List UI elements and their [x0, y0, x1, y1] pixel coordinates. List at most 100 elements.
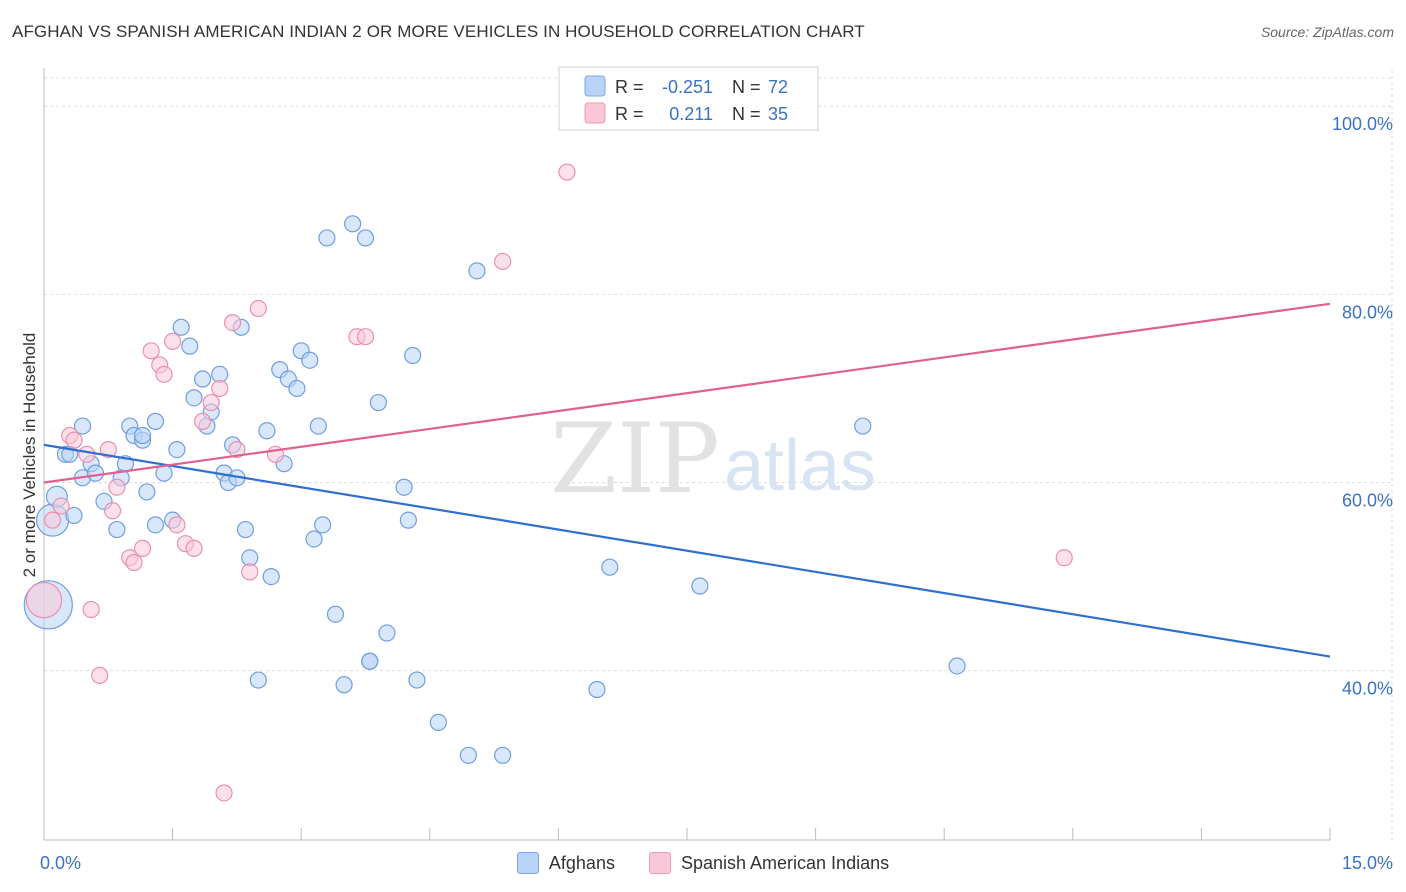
- legend-item-spanish-american-indians[interactable]: Spanish American Indians: [648, 852, 890, 874]
- afghans-point: [185, 389, 203, 407]
- legend-n-value-1: 72: [768, 77, 788, 97]
- spanish-american-indians-point: [494, 252, 512, 271]
- correlation-legend: R = -0.251 N = 72 R = 0.211 N = 35: [558, 66, 819, 131]
- chart-title: AFGHAN VS SPANISH AMERICAN INDIAN 2 OR M…: [12, 22, 865, 41]
- afghans-point: [459, 746, 477, 764]
- watermark: ZIP atlas: [550, 403, 876, 515]
- y-tick-label: 60.0%: [1342, 491, 1393, 511]
- spanish-american-indians-point: [82, 600, 100, 619]
- trend-lines: [43, 302, 1331, 658]
- afghans-point: [249, 671, 267, 689]
- afghans-point: [314, 516, 332, 534]
- afghans-point: [73, 417, 92, 435]
- spanish-american-indians-point: [215, 784, 233, 802]
- afghans-point: [86, 464, 105, 482]
- afghans-point: [378, 624, 396, 642]
- tick-labels: 40.0% 60.0% 80.0% 100.0% 0.0% 15.0%: [40, 114, 1393, 873]
- afghans-point: [854, 417, 872, 435]
- afghans-label: Afghans: [548, 852, 615, 873]
- afghans-point: [318, 229, 336, 247]
- spanish-american-indians-point: [65, 431, 83, 449]
- afghans-point: [344, 215, 362, 233]
- x-tick-label: 15.0%: [1342, 853, 1393, 873]
- watermark-atlas: atlas: [724, 426, 876, 506]
- spanish-american-indians-point: [99, 440, 117, 459]
- afghans-swatch: [516, 852, 539, 874]
- afghans-point: [601, 558, 619, 576]
- legend-swatch-spanish: [584, 102, 606, 124]
- series-legend: Afghans Spanish American Indians: [0, 852, 1406, 874]
- spanish-american-indians-point: [52, 497, 70, 515]
- afghans-point: [494, 746, 512, 764]
- spanish-american-indians-point: [211, 379, 229, 398]
- spanish-american-indians-point: [168, 516, 186, 534]
- afghans-point: [404, 346, 422, 365]
- afghans-point: [691, 577, 709, 595]
- afghans-point: [146, 516, 165, 534]
- spanish-american-indians-point: [78, 445, 96, 463]
- source-credit: Source: ZipAtlas.com: [1260, 24, 1394, 40]
- spanish-american-indians-point: [91, 666, 109, 684]
- afghans-point: [194, 370, 212, 388]
- legend-item-afghans[interactable]: Afghans: [516, 852, 615, 874]
- spanish-american-indians-trend-line: [43, 302, 1331, 484]
- legend-swatch-afghans: [584, 75, 606, 97]
- spanish-american-indians-point: [558, 163, 576, 181]
- spanish-american-indians-point: [103, 502, 122, 520]
- afghans-point: [408, 671, 426, 689]
- axes: [43, 68, 1331, 841]
- legend-r-value-1: -0.251: [662, 77, 713, 97]
- y-tick-label: 80.0%: [1342, 302, 1393, 322]
- afghans-point: [168, 440, 186, 459]
- spanish-american-indians-label: Spanish American Indians: [680, 852, 890, 873]
- afghans-point: [258, 422, 276, 440]
- afghans-point: [361, 652, 379, 670]
- spanish-american-indians-point: [142, 342, 160, 360]
- spanish-american-indians-point: [133, 539, 152, 557]
- y-tick-label: 40.0%: [1342, 679, 1393, 699]
- afghans-point: [399, 511, 417, 529]
- spanish-american-indians-point: [43, 511, 62, 529]
- spanish-american-indians-point: [155, 365, 173, 383]
- spanish-american-indians-point: [185, 539, 203, 557]
- spanish-american-indians-point: [249, 299, 267, 318]
- afghans-point: [301, 351, 319, 369]
- spanish-american-indians-point: [164, 332, 182, 351]
- spanish-american-indians-point: [202, 393, 220, 412]
- afghans-point: [133, 426, 152, 445]
- spanish-american-indians-point: [125, 553, 143, 572]
- spanish-american-indians-point: [1055, 549, 1073, 567]
- legend-n-value-2: 35: [768, 104, 788, 124]
- afghans-point: [948, 657, 966, 675]
- afghans-point: [335, 676, 353, 694]
- legend-r-label-2: R =: [615, 104, 644, 124]
- y-tick-label: 100.0%: [1332, 114, 1393, 134]
- afghans-point: [65, 506, 83, 525]
- spanish-american-indians-points: [25, 163, 1073, 802]
- afghans-point: [309, 417, 327, 435]
- afghans-point: [146, 412, 165, 430]
- spanish-american-indians-swatch: [648, 852, 671, 874]
- afghans-point: [181, 337, 199, 355]
- legend-r-label-1: R =: [615, 77, 644, 97]
- afghans-point: [429, 713, 447, 732]
- spanish-american-indians-point: [25, 581, 63, 619]
- afghans-point: [108, 520, 126, 539]
- afghans-point: [395, 478, 413, 496]
- spanish-american-indians-point: [356, 328, 375, 346]
- x-tick-label: 0.0%: [40, 853, 81, 873]
- afghans-point: [369, 393, 387, 412]
- afghans-point: [236, 520, 255, 539]
- watermark-zip: ZIP: [550, 403, 719, 515]
- spanish-american-indians-point: [224, 313, 242, 332]
- afghans-point: [262, 567, 280, 586]
- spanish-american-indians-point: [108, 478, 126, 496]
- afghans-point: [326, 605, 345, 623]
- spanish-american-indians-point: [194, 412, 212, 430]
- afghans-point: [172, 318, 190, 336]
- afghans-point: [305, 530, 323, 548]
- afghans-point: [356, 229, 375, 247]
- legend-n-label-1: N =: [732, 77, 761, 97]
- spanish-american-indians-point: [241, 563, 259, 581]
